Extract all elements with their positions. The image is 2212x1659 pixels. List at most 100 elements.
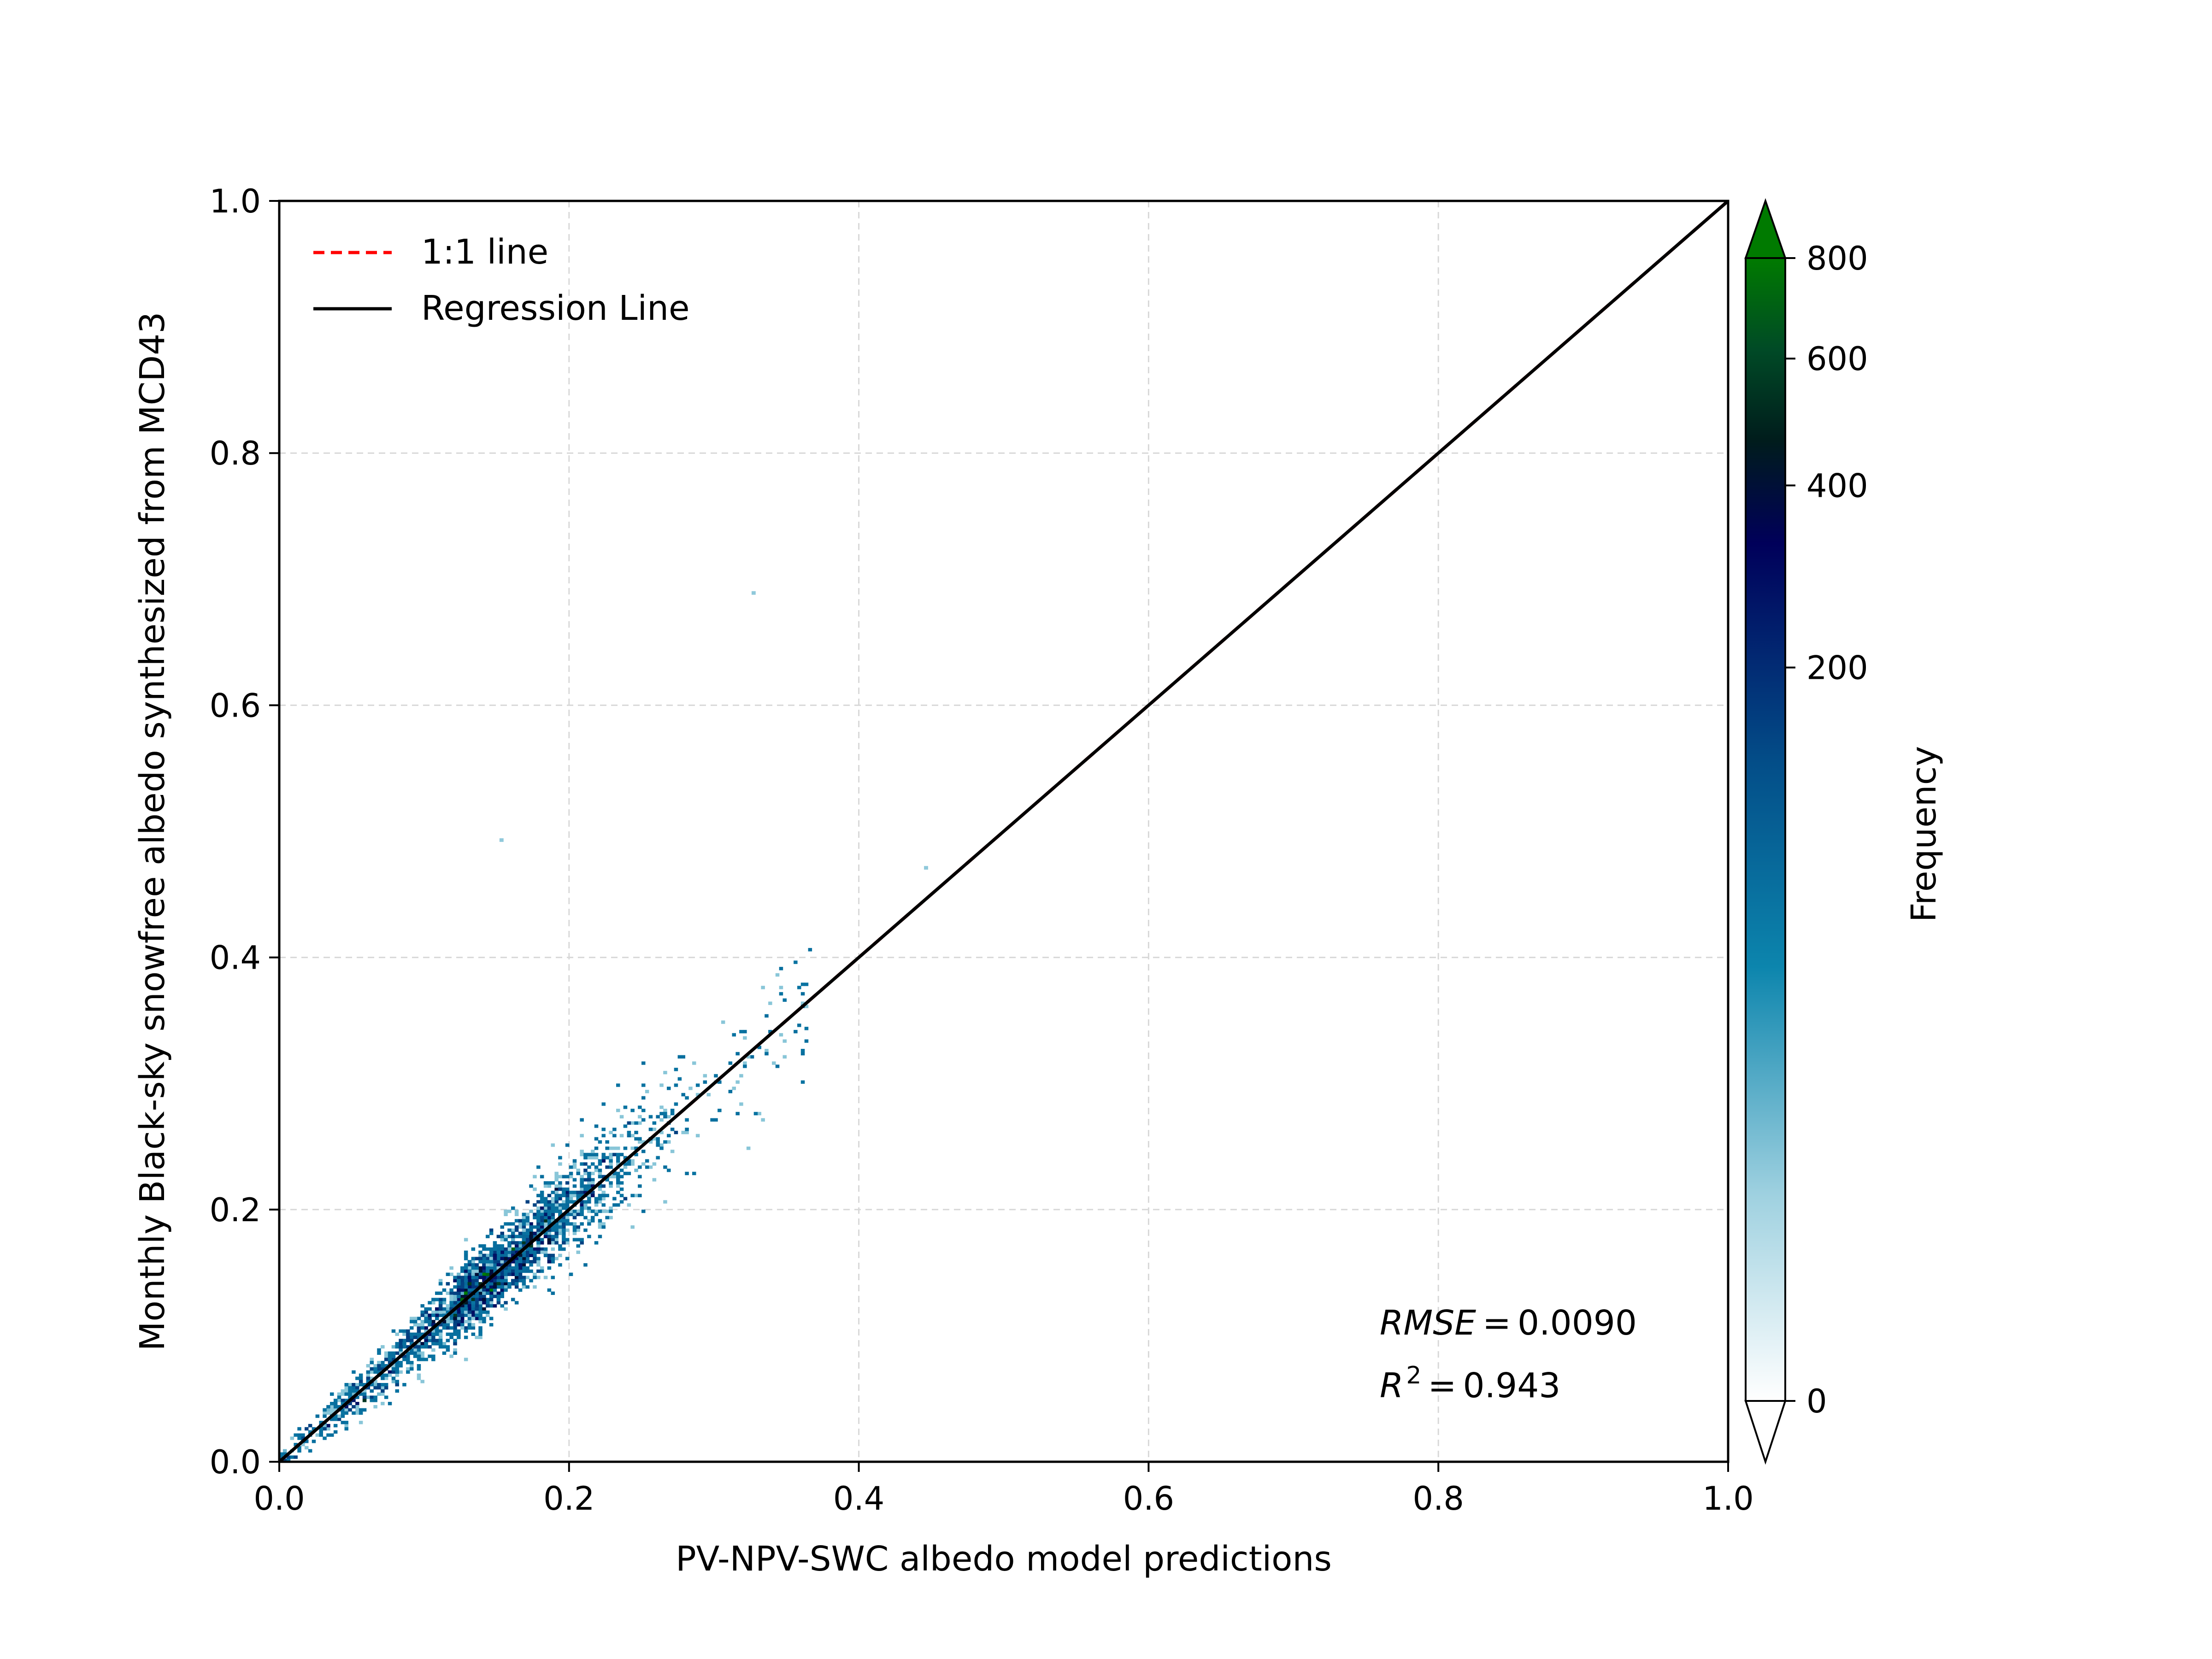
density-cell (580, 1153, 584, 1157)
density-cell (391, 1370, 396, 1374)
density-cell (442, 1288, 447, 1292)
density-cell (514, 1212, 519, 1216)
density-cell (591, 1153, 595, 1157)
density-cell (782, 1055, 787, 1059)
density-cell (362, 1399, 367, 1402)
density-cell (616, 1190, 620, 1194)
density-cell (681, 1093, 685, 1097)
density-cell (478, 1269, 482, 1273)
density-cell (547, 1288, 552, 1292)
density-cell (558, 1209, 562, 1213)
density-cell (562, 1187, 566, 1191)
colorbar-tick-label: 200 (1806, 649, 1868, 687)
density-cell (323, 1436, 327, 1440)
density-cell (551, 1253, 555, 1257)
density-cell (500, 1304, 504, 1308)
density-cell (381, 1361, 385, 1365)
density-cell (475, 1304, 479, 1308)
density-cell (619, 1168, 624, 1172)
density-cell (417, 1354, 421, 1358)
density-cell (739, 1102, 743, 1106)
density-cell (442, 1310, 447, 1314)
density-cell (431, 1332, 435, 1336)
density-cell (373, 1386, 377, 1390)
density-cell (536, 1263, 541, 1267)
density-cell (493, 1253, 497, 1257)
density-cell (489, 1269, 494, 1273)
density-cell (605, 1216, 609, 1219)
density-cell (464, 1276, 468, 1279)
density-cell (493, 1247, 497, 1251)
density-cell (438, 1282, 443, 1286)
density-cell (388, 1361, 392, 1365)
density-cell (543, 1200, 548, 1204)
density-cell (518, 1272, 523, 1276)
density-cell (765, 1014, 769, 1018)
density-cell (449, 1272, 453, 1276)
density-cell (543, 1219, 548, 1223)
density-cell (366, 1370, 371, 1374)
density-cell (565, 1257, 570, 1260)
density-cell (478, 1332, 482, 1336)
density-cell (381, 1373, 385, 1377)
density-cell (601, 1222, 606, 1226)
density-cell (391, 1380, 396, 1383)
density-cell (449, 1332, 453, 1336)
density-cell (627, 1134, 631, 1137)
density-cell (514, 1263, 519, 1267)
density-cell (518, 1241, 523, 1245)
density-cell (286, 1459, 291, 1462)
density-cell (804, 1039, 809, 1043)
density-cell (529, 1279, 533, 1282)
density-cell (424, 1329, 428, 1333)
density-cell (467, 1307, 472, 1311)
density-cell (457, 1317, 461, 1320)
density-cell (514, 1266, 519, 1270)
density-cell (449, 1354, 453, 1358)
density-cell (460, 1310, 465, 1314)
density-cell (323, 1424, 327, 1428)
density-cell (670, 1112, 675, 1116)
density-cell (471, 1276, 476, 1279)
density-cell (464, 1294, 468, 1298)
density-cell (496, 1301, 501, 1305)
density-cell (493, 1285, 497, 1289)
density-cell (467, 1313, 472, 1317)
density-cell (453, 1351, 457, 1355)
density-cell (370, 1395, 374, 1399)
density-cell (536, 1209, 541, 1213)
density-cell (355, 1405, 359, 1409)
density-cell (413, 1354, 418, 1358)
density-cell (714, 1118, 718, 1122)
density-cell (681, 1130, 685, 1135)
density-cell (583, 1216, 588, 1219)
density-cell (333, 1414, 338, 1418)
density-cell (518, 1260, 523, 1264)
density-cell (493, 1294, 497, 1298)
density-cell (565, 1187, 570, 1191)
density-cell (540, 1228, 544, 1232)
density-cell (522, 1250, 526, 1254)
y-tick-label: 0.2 (210, 1191, 261, 1229)
density-cell (417, 1373, 421, 1377)
density-cell (355, 1383, 359, 1387)
density-cell (659, 1130, 664, 1135)
density-cell (580, 1118, 584, 1122)
density-cell (558, 1175, 562, 1178)
density-cell (410, 1361, 414, 1365)
density-cell (797, 1024, 801, 1027)
density-cell (529, 1263, 533, 1267)
density-cell (554, 1257, 559, 1260)
density-cell (475, 1313, 479, 1317)
density-cell (500, 1225, 504, 1229)
density-cell (352, 1405, 356, 1409)
density-cell (381, 1364, 385, 1368)
density-cell (482, 1276, 486, 1279)
density-cell (547, 1238, 552, 1241)
outlier-cell (499, 838, 504, 842)
density-cell (572, 1222, 577, 1226)
density-cell (554, 1238, 559, 1241)
density-cell (641, 1140, 646, 1144)
density-cell (413, 1351, 418, 1355)
density-cell (362, 1392, 367, 1396)
